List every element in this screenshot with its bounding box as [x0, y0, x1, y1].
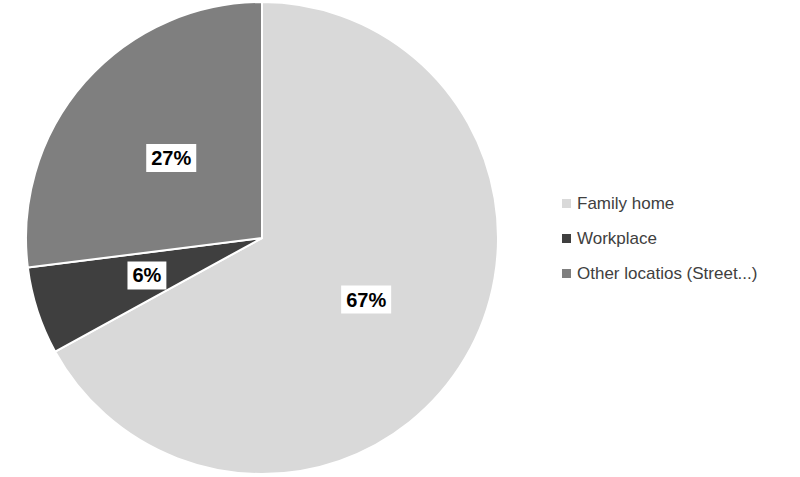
svg-text:27%: 27% — [151, 147, 191, 169]
svg-text:Other locatios (Street...): Other locatios (Street...) — [577, 264, 757, 283]
svg-text:Workplace: Workplace — [577, 229, 657, 248]
svg-text:67%: 67% — [346, 289, 386, 311]
svg-text:6%: 6% — [132, 264, 161, 286]
svg-text:Family home: Family home — [577, 194, 674, 213]
